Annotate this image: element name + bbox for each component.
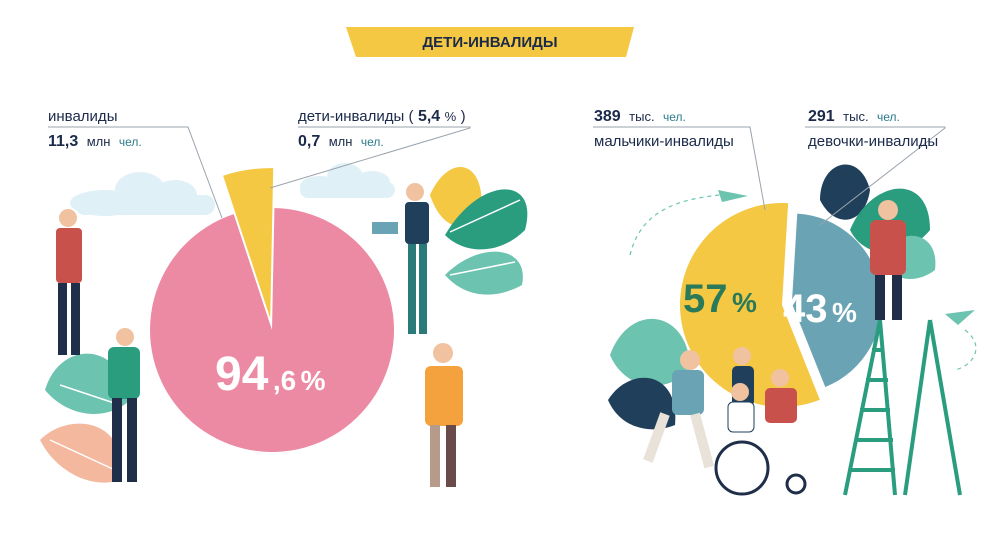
- woman-with-prosthesis-illustration: [425, 343, 463, 487]
- girls-pct: 43: [783, 287, 828, 331]
- label-girls-value: 291 тыс. чел.: [808, 108, 900, 125]
- big-int: 94: [215, 348, 269, 401]
- boys-value: 389: [594, 108, 621, 125]
- big-dec: ,6: [273, 365, 296, 396]
- pie-slice-disabled: [150, 208, 395, 452]
- boys-pct: 57: [683, 277, 728, 321]
- ladder-illustration: [843, 319, 962, 496]
- kids-group-illustration: [643, 347, 807, 496]
- woman-with-laptop-illustration: [372, 183, 429, 334]
- leader-line-disabled: [48, 126, 223, 219]
- pie-boys-big-label: 57 %: [683, 277, 757, 321]
- children-pct: 5,4: [418, 108, 440, 125]
- banner-shape: [346, 27, 634, 57]
- girls-unit: тыс.: [843, 109, 868, 124]
- girls-pct-sign: %: [832, 297, 857, 328]
- boys-suffix: чел.: [663, 110, 686, 124]
- leader-line-children: [269, 126, 471, 189]
- pie-slice-children: [223, 168, 274, 319]
- girl-on-ladder-illustration: [870, 200, 906, 320]
- disabled-unit: млн: [87, 134, 111, 149]
- pie-slice-boys: [680, 202, 820, 407]
- pie-chart-gender: [680, 202, 882, 407]
- paper-plane-icon-2: [945, 310, 975, 325]
- children-pct-sign: %: [445, 109, 457, 124]
- boys-pct-sign: %: [732, 287, 757, 318]
- label-disabled-title: инвалиды: [48, 108, 117, 125]
- label-boys-value: 389 тыс. чел.: [594, 108, 686, 125]
- cloud-left: [70, 172, 215, 216]
- title-banner: ДЕТИ-ИНВАЛИДЫ: [346, 27, 634, 57]
- paper-plane-path-right: [954, 329, 977, 371]
- leaves-center-decoration: [430, 167, 528, 295]
- children-title: дети-инвалиды (: [298, 108, 413, 125]
- man-standing-illustration: [56, 209, 82, 355]
- children-unit: млн: [329, 134, 353, 149]
- pie-girls-big-label: 43 %: [783, 287, 857, 331]
- pie-slice-girls: [791, 213, 882, 387]
- leader-line-girls: [805, 126, 946, 226]
- label-girls-title: девочки-инвалиды: [808, 133, 938, 150]
- girls-value: 291: [808, 108, 835, 125]
- cloud-right: [300, 163, 395, 198]
- children-value: 0,7: [298, 133, 320, 150]
- disabled-value: 11,3: [48, 133, 78, 150]
- man-thinking-illustration: [108, 328, 140, 482]
- big-sign: %: [301, 365, 326, 396]
- pie-chart-disabled: [150, 168, 395, 452]
- label-boys-title: мальчики-инвалиды: [594, 133, 734, 150]
- label-children-value: 0,7 млн чел.: [298, 133, 384, 150]
- leader-line-boys: [593, 126, 766, 211]
- pie-disabled-big-label: 94 ,6 %: [215, 348, 326, 401]
- disabled-suffix: чел.: [119, 135, 142, 149]
- children-close: ): [461, 108, 466, 125]
- boys-unit: тыс.: [629, 109, 654, 124]
- banner-title: ДЕТИ-ИНВАЛИДЫ: [422, 34, 557, 51]
- girls-suffix: чел.: [877, 110, 900, 124]
- leaves-right-bottom-decoration: [608, 318, 690, 430]
- children-suffix: чел.: [361, 135, 384, 149]
- label-disabled-value: 11,3 млн чел.: [48, 133, 142, 150]
- label-children-title: дети-инвалиды ( 5,4 % ): [298, 108, 466, 125]
- paper-plane-icon: [718, 190, 748, 202]
